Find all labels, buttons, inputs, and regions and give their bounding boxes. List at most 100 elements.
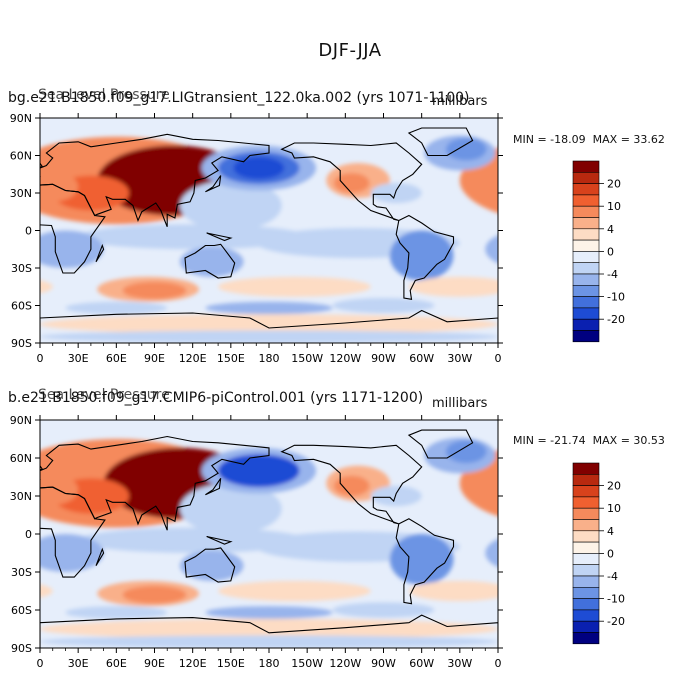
contour-region bbox=[663, 302, 700, 315]
y-tick-label: 30N bbox=[10, 187, 32, 200]
x-tick-label: 120E bbox=[179, 352, 207, 365]
contour-region bbox=[145, 154, 202, 190]
contour-region bbox=[40, 484, 49, 508]
colorbar-label: -10 bbox=[607, 593, 625, 606]
contour-region bbox=[333, 475, 370, 496]
contour-region bbox=[370, 183, 422, 203]
colorbar-segment bbox=[572, 228, 600, 241]
contour-region bbox=[78, 527, 308, 553]
colorbar-segment bbox=[572, 262, 600, 275]
colorbar-segment bbox=[572, 620, 600, 633]
min-label-top: MIN = -18.09 bbox=[513, 133, 586, 146]
minmax-top: MIN = -18.09 MAX = 33.62 bbox=[513, 133, 665, 146]
colorbar-segment bbox=[572, 307, 600, 320]
contour-region bbox=[676, 454, 700, 487]
colorbar-segment bbox=[572, 217, 600, 230]
colorbar-segment bbox=[572, 564, 600, 577]
contour-region bbox=[40, 330, 498, 343]
contour-region bbox=[676, 581, 700, 601]
coastlines bbox=[40, 429, 498, 648]
contour-region bbox=[389, 230, 454, 281]
colorbar-label: -4 bbox=[607, 268, 618, 281]
x-tick-label: 150E bbox=[217, 352, 245, 365]
x-tick-label: 150W bbox=[291, 352, 323, 365]
map-panel-top: 0 30E 60E 90E 120E 150E 180 150W 120W 90W 60W 30W 09… bbox=[0, 112, 700, 365]
contour-region bbox=[151, 456, 208, 493]
x-tick-label: 60W bbox=[409, 657, 434, 670]
colorbar-segment bbox=[572, 330, 600, 343]
coast-new-guinea bbox=[206, 535, 233, 545]
contour-region bbox=[408, 580, 498, 602]
contour-region bbox=[691, 459, 700, 482]
coast-africa bbox=[40, 183, 106, 274]
contour-region bbox=[333, 173, 370, 193]
contour-region bbox=[205, 301, 333, 315]
map-panel-bottom: 0 30E 60E 90E 120E 150E 180 150W 120W 90W 60W 30W 09… bbox=[0, 414, 700, 670]
min-label-bottom: MIN = -21.74 bbox=[513, 434, 586, 447]
panel-title-top-text: bg.e21.B1850.f09_g17.LIGtransient_122.0k… bbox=[8, 90, 470, 106]
y-tick-label: 30N bbox=[10, 490, 32, 503]
x-tick-label: 120W bbox=[329, 352, 361, 365]
contour-region bbox=[0, 619, 40, 639]
field-contours bbox=[0, 135, 700, 343]
colorbar-segment bbox=[572, 496, 600, 509]
colorbar-segment bbox=[572, 575, 600, 588]
colorbar-label: 0 bbox=[607, 245, 614, 258]
x-tick-label: 0 bbox=[495, 657, 502, 670]
coast-australia bbox=[184, 547, 236, 583]
contour-region bbox=[660, 448, 700, 494]
panel-title-bottom: b.e21.B1850.f09_g17.CMIP6-piControl.001 … bbox=[8, 387, 424, 406]
colorbar-label: 4 bbox=[607, 223, 614, 236]
coast-madagascar bbox=[95, 547, 105, 566]
colorbar-segment bbox=[572, 205, 600, 218]
colorbar-segment bbox=[572, 586, 600, 599]
panel-variable-bottom: Sea Level Pressure bbox=[38, 387, 170, 403]
contour-region bbox=[332, 602, 435, 618]
x-tick-label: 30W bbox=[447, 352, 472, 365]
colorbar-label: 20 bbox=[607, 480, 621, 493]
contour-region bbox=[638, 550, 700, 580]
panel-title-bottom-text: b.e21.B1850.f09_g17.CMIP6-piControl.001 … bbox=[8, 390, 424, 406]
colorbar-segment bbox=[572, 598, 600, 611]
x-tick-label: 90E bbox=[144, 657, 165, 670]
contour-region bbox=[638, 247, 700, 277]
colorbar-label: 0 bbox=[607, 547, 614, 560]
x-tick-label: 0 bbox=[37, 657, 44, 670]
coast-antarctica bbox=[40, 309, 498, 343]
contour-region bbox=[78, 224, 308, 250]
contour-region bbox=[691, 157, 700, 180]
coast-africa bbox=[40, 486, 106, 578]
coast-south-america bbox=[395, 214, 455, 300]
contour-region bbox=[476, 180, 498, 206]
x-tick-label: 90W bbox=[371, 657, 396, 670]
contour-region bbox=[476, 483, 498, 509]
contour-region bbox=[536, 528, 700, 553]
contour-region bbox=[40, 230, 104, 268]
x-tick-label: 60E bbox=[106, 657, 127, 670]
contour-region bbox=[485, 235, 498, 264]
x-tick-label: 30E bbox=[68, 352, 89, 365]
coast-new-guinea bbox=[206, 232, 233, 242]
slp-field bbox=[0, 118, 700, 343]
contour-region bbox=[0, 228, 2, 258]
contour-region bbox=[445, 138, 487, 161]
contour-region bbox=[485, 538, 498, 568]
x-tick-label: 30E bbox=[68, 657, 89, 670]
minmax-bottom: MIN = -21.74 MAX = 30.53 bbox=[513, 434, 665, 447]
contour-region bbox=[40, 314, 498, 335]
y-tick-label: 30S bbox=[11, 262, 32, 275]
coast-eurasia bbox=[40, 133, 270, 228]
contour-region bbox=[218, 580, 371, 602]
colorbar-label: 10 bbox=[607, 502, 621, 515]
y-tick-label: 0 bbox=[25, 225, 32, 238]
colorbar-segment bbox=[572, 183, 600, 196]
contour-region bbox=[676, 277, 700, 297]
x-tick-label: 120W bbox=[329, 657, 361, 670]
coast-japan bbox=[205, 175, 222, 193]
colorbar-label: -20 bbox=[607, 313, 625, 326]
coast-greenland bbox=[407, 127, 474, 157]
units-label-top: millibars bbox=[432, 94, 488, 109]
colorbar-segment bbox=[572, 296, 600, 309]
slp-field bbox=[0, 420, 700, 648]
coast-madagascar bbox=[95, 243, 105, 263]
